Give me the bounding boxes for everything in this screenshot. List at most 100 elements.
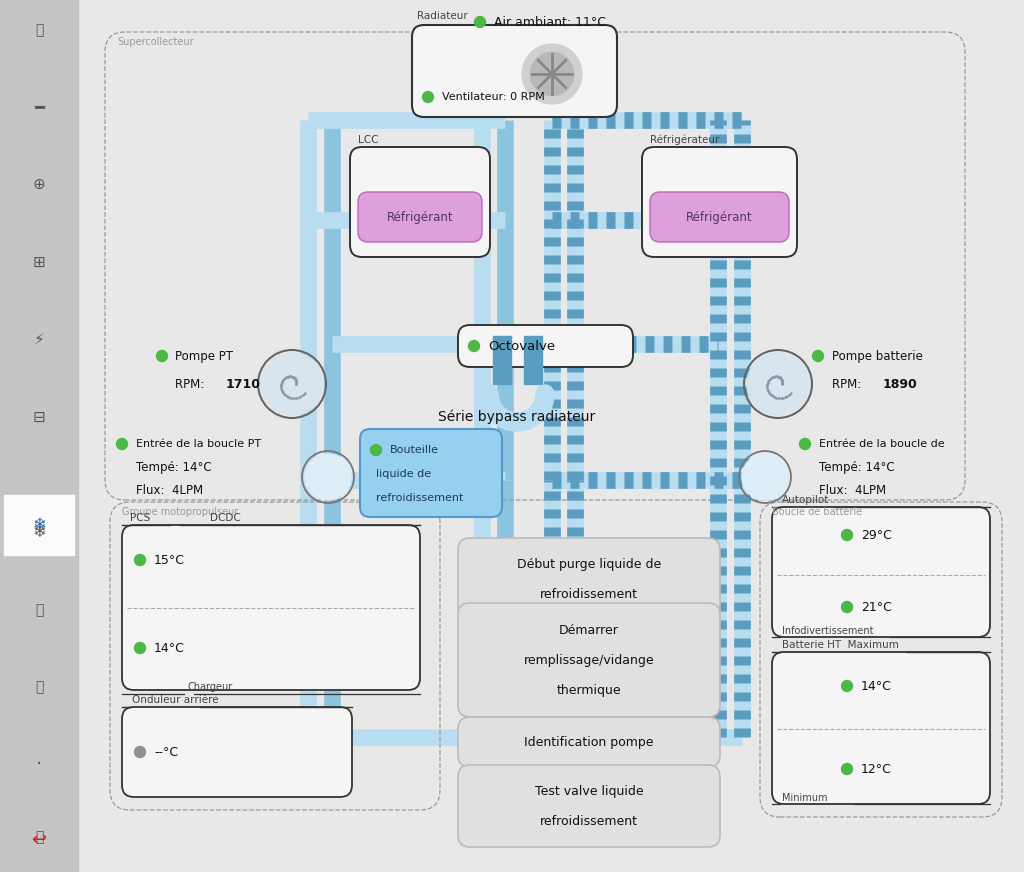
Text: Démarrer: Démarrer xyxy=(559,623,618,637)
Text: Identification pompe: Identification pompe xyxy=(524,735,653,748)
Text: Bouteille: Bouteille xyxy=(390,445,439,455)
Text: remplissage/vidange: remplissage/vidange xyxy=(523,653,654,666)
Text: Autopilot: Autopilot xyxy=(782,495,829,505)
Circle shape xyxy=(522,44,582,104)
Text: PCS: PCS xyxy=(130,513,151,523)
Text: ⊞: ⊞ xyxy=(33,255,45,269)
Circle shape xyxy=(157,351,168,362)
Text: 29°C: 29°C xyxy=(861,528,892,542)
Bar xyxy=(493,336,511,384)
Text: 14°C: 14°C xyxy=(861,679,892,692)
Text: Batterie HT  Maximum: Batterie HT Maximum xyxy=(782,640,899,650)
Text: Pompe batterie: Pompe batterie xyxy=(831,350,923,363)
Text: RPM:: RPM: xyxy=(831,378,865,391)
Text: refroidissement: refroidissement xyxy=(540,588,638,601)
Text: 👤: 👤 xyxy=(35,830,43,844)
Text: Tempé: 14°C: Tempé: 14°C xyxy=(136,460,212,473)
Text: 🔧: 🔧 xyxy=(35,603,43,617)
Text: LCC: LCC xyxy=(358,135,379,145)
Circle shape xyxy=(474,17,485,28)
Text: Groupe motopropulseur: Groupe motopropulseur xyxy=(122,507,239,517)
FancyBboxPatch shape xyxy=(458,325,633,367)
Text: Supercollecteur: Supercollecteur xyxy=(117,37,194,47)
Circle shape xyxy=(134,643,145,653)
Text: 1710: 1710 xyxy=(226,378,261,391)
Text: Flux:  4LPM: Flux: 4LPM xyxy=(136,483,203,496)
FancyBboxPatch shape xyxy=(458,717,720,767)
Text: Test valve liquide: Test valve liquide xyxy=(535,785,643,798)
Circle shape xyxy=(842,602,853,612)
Text: Entrée de la boucle PT: Entrée de la boucle PT xyxy=(136,439,261,449)
Text: Chargeur: Chargeur xyxy=(187,682,232,692)
Text: ⚡: ⚡ xyxy=(34,331,44,346)
Circle shape xyxy=(742,454,788,500)
Bar xyxy=(4,495,74,555)
Circle shape xyxy=(261,353,323,415)
Circle shape xyxy=(842,680,853,691)
Text: 21°C: 21°C xyxy=(861,601,892,614)
Circle shape xyxy=(117,439,128,449)
Text: 🚪: 🚪 xyxy=(35,680,43,694)
Circle shape xyxy=(134,746,145,758)
Text: thermique: thermique xyxy=(557,684,622,697)
Text: Ventilateur: 0 RPM: Ventilateur: 0 RPM xyxy=(442,92,545,102)
FancyBboxPatch shape xyxy=(458,538,720,620)
Text: Air ambiant: 11°C: Air ambiant: 11°C xyxy=(494,16,606,29)
Text: ↩: ↩ xyxy=(32,831,46,849)
Text: Radiateur: Radiateur xyxy=(417,11,468,21)
FancyBboxPatch shape xyxy=(350,147,490,257)
FancyBboxPatch shape xyxy=(360,429,502,517)
FancyBboxPatch shape xyxy=(642,147,797,257)
Text: Octovalve: Octovalve xyxy=(488,339,555,352)
Circle shape xyxy=(800,439,811,449)
Circle shape xyxy=(842,529,853,541)
Text: Réfrigérant: Réfrigérant xyxy=(387,210,454,223)
Circle shape xyxy=(423,92,433,103)
FancyBboxPatch shape xyxy=(458,765,720,847)
Text: 14°C: 14°C xyxy=(154,642,185,655)
Text: Minimum: Minimum xyxy=(782,793,827,803)
Circle shape xyxy=(134,555,145,566)
Text: refroidissement: refroidissement xyxy=(540,814,638,828)
Text: ⊕: ⊕ xyxy=(33,176,45,192)
Bar xyxy=(0,0,78,872)
Circle shape xyxy=(530,52,573,96)
Text: 15°C: 15°C xyxy=(154,554,185,567)
Text: ❄: ❄ xyxy=(32,523,46,541)
FancyBboxPatch shape xyxy=(412,25,617,117)
Text: RPM:: RPM: xyxy=(175,378,208,391)
Text: Réfrigérant: Réfrigérant xyxy=(686,210,753,223)
Text: 🚗: 🚗 xyxy=(35,23,43,37)
Text: Début purge liquide de: Début purge liquide de xyxy=(517,557,662,570)
Circle shape xyxy=(371,445,382,455)
FancyBboxPatch shape xyxy=(772,507,990,637)
Text: ❄: ❄ xyxy=(32,516,46,534)
Circle shape xyxy=(469,340,479,351)
Text: refroidissement: refroidissement xyxy=(376,493,464,503)
Text: Série bypass radiateur: Série bypass radiateur xyxy=(438,410,596,425)
Circle shape xyxy=(305,454,351,500)
Text: --°C: --°C xyxy=(154,746,178,759)
Text: Flux:  4LPM: Flux: 4LPM xyxy=(819,483,886,496)
Text: DCDC: DCDC xyxy=(210,513,241,523)
Text: Pompe PT: Pompe PT xyxy=(175,350,233,363)
Circle shape xyxy=(812,351,823,362)
Text: ⊟: ⊟ xyxy=(33,410,45,425)
FancyBboxPatch shape xyxy=(122,707,352,797)
Circle shape xyxy=(746,353,809,415)
Bar xyxy=(524,336,542,384)
Text: 12°C: 12°C xyxy=(861,762,892,775)
Text: Réfrigérateur: Réfrigérateur xyxy=(650,134,720,145)
Text: Infodivertissement: Infodivertissement xyxy=(782,626,873,636)
Text: ·: · xyxy=(36,754,42,773)
Text: Tempé: 14°C: Tempé: 14°C xyxy=(819,460,895,473)
FancyBboxPatch shape xyxy=(650,192,790,242)
Text: 1890: 1890 xyxy=(883,378,918,391)
FancyBboxPatch shape xyxy=(772,652,990,804)
Circle shape xyxy=(842,764,853,774)
Text: Entrée de la boucle de: Entrée de la boucle de xyxy=(819,439,944,449)
Text: ━: ━ xyxy=(34,98,44,116)
Text: liquide de: liquide de xyxy=(376,469,431,479)
Text: Boucle de batterie: Boucle de batterie xyxy=(772,507,862,517)
Text: Onduleur arrière: Onduleur arrière xyxy=(132,695,219,705)
